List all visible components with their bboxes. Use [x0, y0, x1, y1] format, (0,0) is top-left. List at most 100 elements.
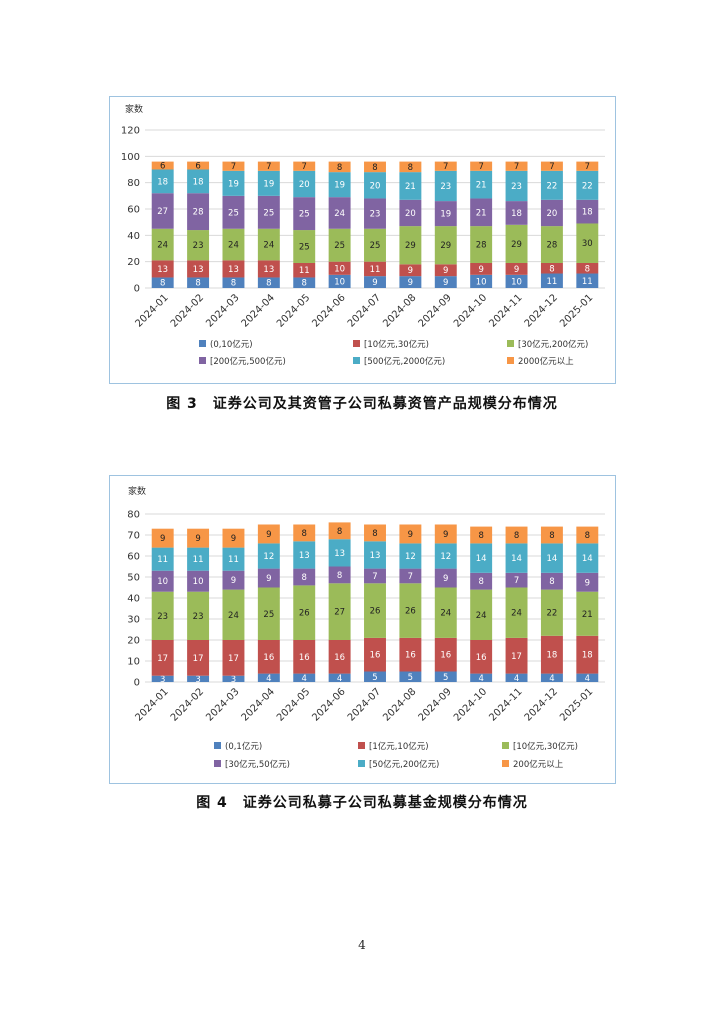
- figure-3-caption: 图 3 证券公司及其资管子公司私募资管产品规模分布情况: [166, 396, 558, 412]
- legend-item-label: [10亿元,30亿元): [513, 741, 578, 752]
- bar-segment: [434, 671, 457, 682]
- data-label: 8: [160, 279, 165, 289]
- bar-segment: [576, 161, 599, 171]
- bar-segment: [540, 673, 563, 682]
- bar-segment: [364, 637, 386, 672]
- x-tick-label: 2024-12: [523, 292, 560, 329]
- data-label: 10: [157, 577, 168, 587]
- bar-segment: [257, 260, 280, 278]
- x-tick-label: 2024-01: [133, 686, 170, 723]
- data-label: 11: [547, 277, 558, 287]
- bar-segment: [364, 671, 386, 682]
- data-label: 12: [263, 552, 274, 562]
- bar-segment: [187, 260, 210, 278]
- y-tick-label: 120: [121, 126, 140, 137]
- legend-item-label: 2000亿元以上: [518, 356, 574, 367]
- bar-segment: [505, 161, 528, 171]
- data-label: 22: [547, 181, 558, 191]
- y-tick-label: 80: [127, 510, 140, 521]
- bar-segment: [293, 277, 316, 288]
- x-tick-label: 2024-05: [275, 686, 312, 723]
- bar-segment: [364, 541, 386, 569]
- bar-segment: [576, 223, 599, 263]
- x-tick-label: 2025-01: [558, 292, 595, 329]
- data-label: 14: [511, 554, 522, 564]
- data-label: 11: [299, 266, 310, 276]
- data-label: 17: [228, 654, 239, 664]
- legend-swatch: [199, 340, 206, 347]
- data-label: 16: [405, 651, 416, 661]
- bar-segment: [187, 230, 210, 261]
- bar-segment: [364, 276, 386, 288]
- bar-segment: [151, 193, 174, 229]
- data-label: 10: [334, 277, 345, 287]
- data-label: 27: [157, 207, 168, 217]
- bar-segment: [505, 526, 528, 544]
- bar-segment: [222, 640, 245, 676]
- bar-segment: [151, 277, 174, 288]
- data-label: 9: [443, 574, 448, 584]
- bar-segment: [187, 161, 210, 170]
- data-label: 7: [478, 162, 483, 172]
- bar-segment: [364, 161, 386, 173]
- data-label: 26: [299, 609, 310, 619]
- data-label: 13: [157, 265, 168, 275]
- bar-segment: [328, 197, 351, 229]
- legend-swatch: [502, 742, 509, 749]
- bar-segment: [576, 262, 599, 274]
- data-label: 7: [514, 576, 519, 586]
- data-label: 8: [302, 279, 307, 289]
- bar-segment: [540, 543, 563, 573]
- bar-segment: [505, 274, 528, 288]
- bar-segment: [151, 161, 174, 170]
- bar-segment: [293, 197, 316, 231]
- data-label: 11: [582, 277, 593, 287]
- data-label: 7: [266, 162, 271, 172]
- bar-segment: [293, 673, 316, 682]
- data-label: 8: [549, 531, 554, 541]
- y-tick-label: 0: [134, 678, 140, 689]
- data-label: 22: [547, 609, 558, 619]
- bar-segment: [540, 635, 563, 674]
- x-tick-label: 2024-03: [204, 292, 241, 329]
- data-label: 25: [263, 610, 274, 620]
- data-label: 25: [299, 243, 310, 253]
- x-tick-label: 2024-04: [240, 686, 277, 723]
- bar-segment: [364, 172, 386, 199]
- data-label: 24: [263, 241, 274, 251]
- bar-segment: [257, 277, 280, 288]
- data-label: 14: [476, 554, 487, 564]
- y-axis-label: 家数: [128, 485, 146, 497]
- y-tick-label: 50: [127, 573, 140, 584]
- data-label: 8: [549, 577, 554, 587]
- x-tick-label: 2024-05: [275, 292, 312, 329]
- bar-segment: [434, 201, 457, 227]
- data-label: 8: [549, 264, 554, 274]
- data-label: 25: [334, 241, 345, 251]
- x-tick-label: 2024-11: [487, 686, 524, 723]
- bar-segment: [364, 524, 386, 542]
- data-label: 4: [266, 674, 271, 684]
- x-tick-label: 2024-10: [452, 686, 489, 723]
- bar-segment: [222, 170, 245, 196]
- y-tick-label: 60: [127, 205, 140, 216]
- data-label: 8: [302, 529, 307, 539]
- y-tick-label: 30: [127, 615, 140, 626]
- bar-segment: [470, 170, 493, 199]
- data-label: 9: [266, 574, 271, 584]
- data-label: 23: [157, 612, 168, 622]
- x-tick-label: 2024-06: [310, 686, 347, 723]
- data-label: 23: [440, 182, 451, 192]
- data-label: 29: [511, 240, 522, 250]
- bar-segment: [257, 543, 280, 569]
- data-label: 5: [408, 673, 413, 683]
- data-label: 21: [476, 208, 487, 218]
- x-tick-label: 2024-01: [133, 292, 170, 329]
- bar-segment: [576, 673, 599, 682]
- data-label: 4: [585, 674, 590, 684]
- data-label: 8: [302, 573, 307, 583]
- bar-segment: [222, 228, 245, 261]
- data-label: 16: [476, 653, 487, 663]
- data-label: 8: [195, 279, 200, 289]
- x-tick-label: 2024-08: [381, 292, 418, 329]
